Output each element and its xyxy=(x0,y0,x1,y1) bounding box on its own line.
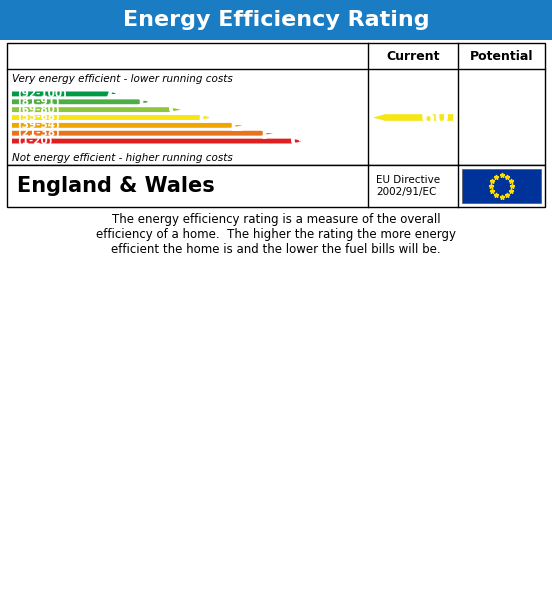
Text: Potential: Potential xyxy=(470,50,533,63)
Text: England & Wales: England & Wales xyxy=(17,176,215,196)
Text: The energy efficiency rating is a measure of the overall
efficiency of a home.  : The energy efficiency rating is a measur… xyxy=(96,213,456,256)
Text: A: A xyxy=(106,85,121,104)
Text: (55-68): (55-68) xyxy=(17,113,60,123)
Text: B: B xyxy=(137,93,152,112)
Text: E: E xyxy=(230,116,243,135)
Text: 60: 60 xyxy=(421,107,449,128)
Text: Very energy efficient - lower running costs: Very energy efficient - lower running co… xyxy=(12,74,233,84)
Text: (69-80): (69-80) xyxy=(17,105,60,115)
Text: (92-100): (92-100) xyxy=(17,89,67,99)
Text: G: G xyxy=(290,132,306,151)
Text: Current: Current xyxy=(386,50,440,63)
Text: F: F xyxy=(261,124,274,143)
Text: D: D xyxy=(198,108,214,127)
Bar xyxy=(462,169,541,203)
Polygon shape xyxy=(373,114,453,121)
Text: (39-54): (39-54) xyxy=(17,120,60,131)
Polygon shape xyxy=(12,123,242,128)
Bar xyxy=(7,43,545,165)
Polygon shape xyxy=(12,91,119,96)
Bar xyxy=(0,0,552,40)
Polygon shape xyxy=(12,115,211,120)
Polygon shape xyxy=(12,139,304,143)
Polygon shape xyxy=(12,131,273,135)
Text: C: C xyxy=(168,100,182,119)
Text: Not energy efficient - higher running costs: Not energy efficient - higher running co… xyxy=(12,153,233,163)
Text: (81-91): (81-91) xyxy=(17,97,60,107)
Bar xyxy=(7,165,545,207)
Text: EU Directive
2002/91/EC: EU Directive 2002/91/EC xyxy=(376,175,440,197)
Text: (21-38): (21-38) xyxy=(17,128,60,138)
Text: Energy Efficiency Rating: Energy Efficiency Rating xyxy=(123,10,429,30)
Text: (1-20): (1-20) xyxy=(17,136,52,146)
Polygon shape xyxy=(12,107,181,112)
Polygon shape xyxy=(12,99,150,104)
